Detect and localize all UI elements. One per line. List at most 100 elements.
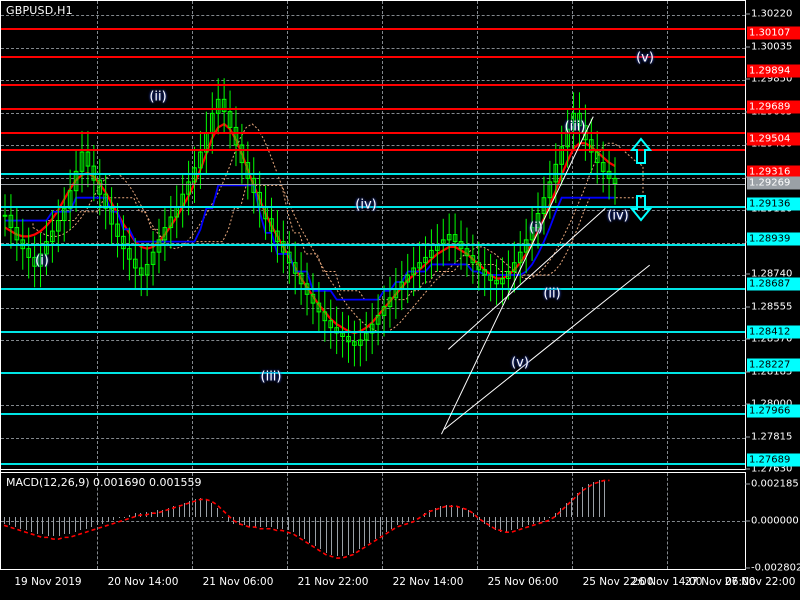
resistance-price-label[interactable]: 1.29504 xyxy=(747,132,800,146)
support-price-label[interactable]: 1.29136 xyxy=(747,197,800,211)
candlestick xyxy=(138,267,144,276)
candlestick xyxy=(168,216,174,229)
support-price-label[interactable]: 1.28227 xyxy=(747,358,800,372)
kijun-sen-line xyxy=(5,184,615,301)
grid-line-horizontal xyxy=(1,178,745,179)
macd-signal-line xyxy=(3,479,610,559)
candlestick xyxy=(470,255,476,264)
macd-histogram-bar xyxy=(129,514,131,517)
macd-histogram-bar xyxy=(85,516,87,529)
resistance-line[interactable] xyxy=(1,132,745,134)
macd-histogram-bar xyxy=(42,516,44,534)
time-axis-label: 26 Nov 14:00 xyxy=(631,576,703,588)
candlestick xyxy=(144,263,150,276)
axis-tick-label: -0.002802 xyxy=(751,562,800,574)
candlestick xyxy=(417,262,422,269)
candlestick xyxy=(79,151,85,172)
macd-histogram-bar xyxy=(271,516,273,528)
candlestick xyxy=(14,227,20,241)
macd-histogram-bar xyxy=(249,516,251,528)
resistance-price-label[interactable]: 1.30107 xyxy=(747,26,800,40)
macd-histogram-bar xyxy=(304,516,305,540)
support-line[interactable] xyxy=(1,173,745,175)
resistance-price-label[interactable]: 1.29689 xyxy=(747,100,800,114)
support-line[interactable] xyxy=(1,331,745,333)
support-price-label[interactable]: 1.27689 xyxy=(747,453,800,467)
candlestick xyxy=(535,213,541,229)
candlestick xyxy=(429,249,434,258)
macd-histogram-bar xyxy=(598,480,600,517)
macd-histogram-bar xyxy=(74,516,76,533)
candlestick xyxy=(541,197,547,215)
current-price-line xyxy=(1,184,745,185)
wave-label: (i) xyxy=(529,220,543,236)
wave-label: (iv) xyxy=(607,208,629,224)
macd-histogram-bar xyxy=(494,516,496,531)
support-price-label[interactable]: 1.28412 xyxy=(747,325,800,339)
candlestick xyxy=(115,223,120,237)
macd-plot-area[interactable] xyxy=(1,473,745,569)
macd-histogram-bar xyxy=(91,516,93,528)
macd-zero-line xyxy=(1,521,745,522)
macd-histogram-bar xyxy=(173,506,175,517)
axis-tick: 1.28185 xyxy=(745,366,800,379)
macd-indicator-panel[interactable]: MACD(12,26,9) 0.001690 0.001559 xyxy=(0,472,746,570)
support-price-label[interactable]: 1.28939 xyxy=(747,232,800,246)
support-line[interactable] xyxy=(1,372,745,374)
axis-tick-label: 1.28000 xyxy=(751,398,792,411)
macd-histogram-bar xyxy=(58,516,60,536)
axis-tick-label: 1.28740 xyxy=(751,268,793,280)
support-line[interactable] xyxy=(1,413,745,415)
wave-label: (iii) xyxy=(564,119,586,135)
candlestick xyxy=(405,274,411,283)
candlestick xyxy=(61,207,67,222)
candlestick xyxy=(506,270,511,280)
candlestick xyxy=(32,256,37,267)
time-axis[interactable]: 19 Nov 2019 20 Nov 14:00 21 Nov 06:00 21 No… xyxy=(0,570,800,600)
resistance-line[interactable] xyxy=(1,56,745,58)
candlestick xyxy=(310,293,316,304)
grid-line-vertical xyxy=(287,1,288,469)
resistance-line[interactable] xyxy=(1,108,745,110)
candlestick xyxy=(44,241,49,255)
macd-histogram-bar xyxy=(216,508,218,517)
support-price-label[interactable]: 1.28687 xyxy=(747,277,800,291)
axis-tick-label: 1.28555 xyxy=(751,301,793,313)
grid-line-horizontal xyxy=(1,438,745,439)
resistance-line[interactable] xyxy=(1,84,745,86)
candlestick xyxy=(198,151,203,169)
macd-histogram-bar xyxy=(227,516,229,522)
resistance-price-label[interactable]: 1.29894 xyxy=(747,64,800,78)
resistance-line[interactable] xyxy=(1,149,745,151)
macd-histogram-bar xyxy=(200,497,202,517)
grid-line-vertical xyxy=(477,1,478,469)
support-price-label[interactable]: 1.27966 xyxy=(747,404,800,418)
grid-line-horizontal xyxy=(1,145,745,146)
macd-histogram-bar xyxy=(178,504,180,517)
price-chart-panel[interactable]: (ii) (i) (iii) (iv) (v) (iii) (i) (iv) (ii) (v) G… xyxy=(0,0,746,470)
price-axis[interactable]: 1.302201.300351.298501.296651.294801.293… xyxy=(0,0,800,574)
candlestick xyxy=(251,177,257,193)
resistance-line[interactable] xyxy=(1,28,745,30)
candlestick xyxy=(50,230,55,243)
candlestick xyxy=(512,262,517,272)
resistance-price-label[interactable]: 1.29316 xyxy=(747,165,800,179)
macd-histogram-bar xyxy=(391,516,393,529)
axis-tick: 1.27630 xyxy=(745,463,800,476)
macd-histogram-bar xyxy=(320,516,322,550)
support-line[interactable] xyxy=(1,288,745,290)
chart-title: GBPUSD,H1 xyxy=(6,4,73,17)
support-line[interactable] xyxy=(1,244,745,246)
candlestick xyxy=(500,278,505,285)
price-plot-area[interactable]: (ii) (i) (iii) (iv) (v) (iii) (i) (iv) (ii) (v) xyxy=(1,1,745,469)
time-axis-label: 22 Nov 14:00 xyxy=(392,576,464,588)
macd-histogram-bar xyxy=(396,516,398,526)
candlestick xyxy=(127,248,132,260)
support-line[interactable] xyxy=(1,463,745,465)
current-price-label[interactable]: 1.29269 xyxy=(747,176,800,190)
support-line[interactable] xyxy=(1,206,745,208)
time-axis-label: 21 Nov 06:00 xyxy=(202,576,274,588)
macd-histogram-bar xyxy=(413,516,415,521)
macd-histogram-bar xyxy=(587,483,589,517)
macd-histogram-bar xyxy=(64,516,65,534)
